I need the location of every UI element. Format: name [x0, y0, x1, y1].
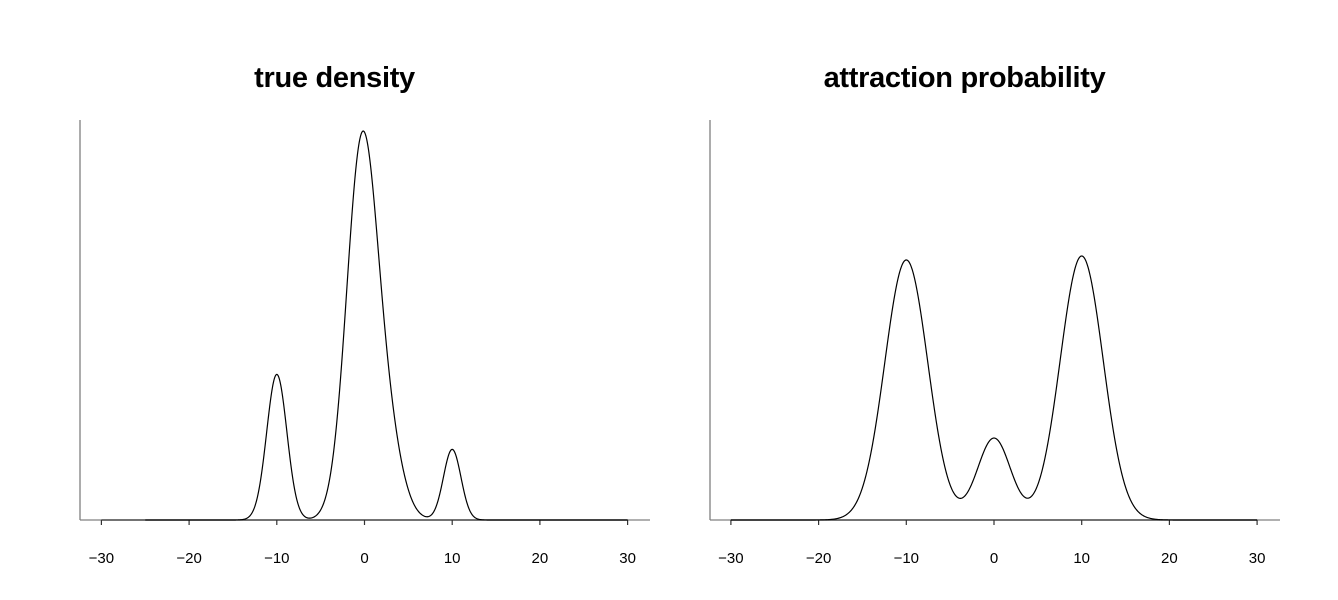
x-tick-label: 0 — [990, 550, 998, 567]
x-tick-label: −30 — [89, 550, 114, 567]
x-tick-label: −10 — [894, 550, 919, 567]
x-tick-label: 20 — [532, 550, 549, 567]
x-tick-label: −10 — [264, 550, 289, 567]
density-curve — [145, 130, 628, 521]
x-tick-label: 30 — [619, 550, 636, 567]
x-tick-label: 0 — [360, 550, 368, 567]
plot-area: −30 −20 −10 0 10 20 30 — [709, 120, 1280, 567]
x-tick-label: 10 — [444, 550, 461, 567]
x-tick-label: 30 — [1249, 550, 1266, 567]
x-tick-label: −20 — [806, 550, 831, 567]
density-curve — [730, 255, 1258, 521]
x-tick-label: −20 — [176, 550, 201, 567]
plot-area: −30 −20 −10 0 10 20 30 — [79, 120, 650, 567]
x-tick-label: −30 — [718, 550, 743, 567]
panel-true-density: true density −30 −20 −10 0 10 20 30 — [79, 62, 650, 567]
chart-title: true density — [254, 62, 415, 94]
chart-title: attraction probability — [823, 62, 1106, 94]
x-tick-label: 20 — [1161, 550, 1178, 567]
x-tick-label: 10 — [1073, 550, 1090, 567]
panel-attraction-probability: attraction probability −30 −20 −10 0 10 20 30 — [630, 0, 1299, 600]
